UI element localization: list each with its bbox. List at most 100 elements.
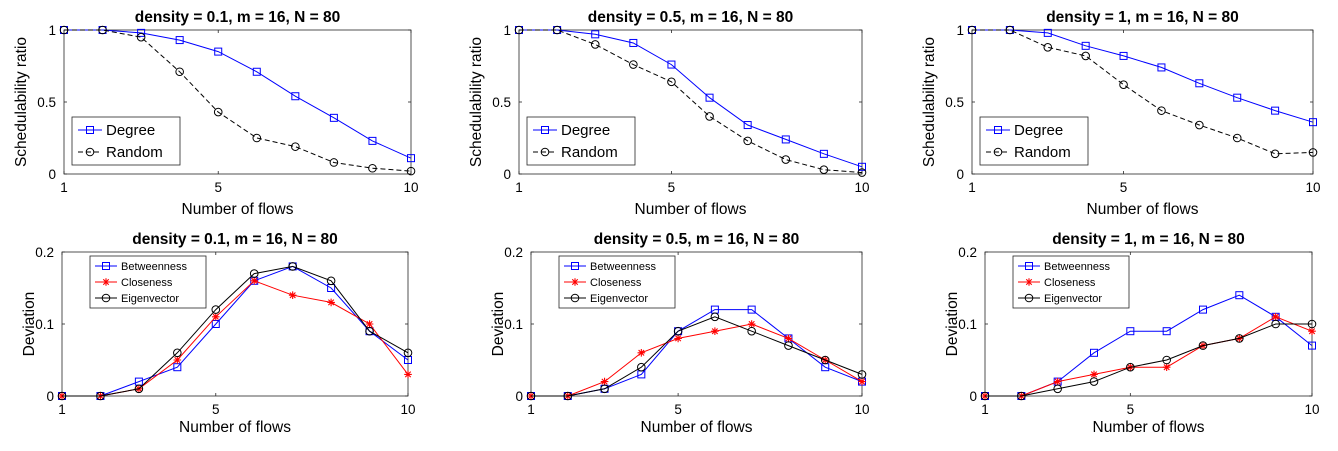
data-point bbox=[213, 107, 223, 117]
data-point bbox=[1090, 370, 1098, 379]
data-point bbox=[406, 166, 416, 176]
legend-label: Random bbox=[1014, 144, 1071, 161]
x-tick-label: 10 bbox=[1304, 402, 1319, 417]
chart-6: density = 1, m = 16, N = 80 1 5 10 0 0.1 0.2 Nu… bbox=[944, 231, 1320, 436]
series-line bbox=[972, 29, 1314, 123]
data-point bbox=[1271, 313, 1280, 321]
data-point bbox=[1232, 133, 1242, 143]
legend-label: Closeness bbox=[1044, 277, 1096, 289]
data-point bbox=[1271, 106, 1280, 115]
chart-1: density = 0.1, m = 16, N = 80 1 5 10 0 0.5 1 Nu… bbox=[13, 9, 419, 218]
series-line bbox=[985, 316, 1313, 397]
x-tick-label: 10 bbox=[854, 180, 869, 195]
data-point bbox=[705, 93, 714, 102]
y-tick-label: 0.1 bbox=[504, 317, 523, 332]
legend: Degree Random bbox=[979, 116, 1089, 166]
data-point bbox=[667, 60, 676, 69]
y-tick-label: 0.1 bbox=[958, 317, 977, 332]
legend: Degree Random bbox=[71, 116, 181, 166]
chart-title: density = 0.1, m = 16, N = 80 bbox=[135, 9, 341, 26]
x-tick-label: 1 bbox=[58, 402, 66, 417]
data-point bbox=[637, 362, 646, 372]
data-point bbox=[819, 165, 829, 174]
series-degree bbox=[515, 26, 866, 171]
data-point bbox=[252, 67, 261, 76]
legend-marker bbox=[571, 278, 579, 286]
series-line bbox=[62, 265, 409, 397]
data-point bbox=[288, 291, 297, 299]
data-point bbox=[747, 320, 756, 328]
data-point bbox=[600, 377, 609, 386]
data-point bbox=[629, 60, 638, 69]
x-tick-label: 10 bbox=[1305, 180, 1320, 195]
legend-label: Eigenvector bbox=[1044, 293, 1102, 305]
legend-marker bbox=[994, 126, 1002, 134]
series-random bbox=[967, 25, 1318, 159]
data-point bbox=[1005, 25, 1015, 35]
series-line bbox=[64, 29, 412, 172]
chart-title: density = 0.5, m = 16, N = 80 bbox=[594, 231, 800, 248]
x-axis-label: Number of flows bbox=[635, 201, 747, 218]
data-point bbox=[134, 384, 144, 394]
data-point bbox=[173, 348, 182, 358]
data-point bbox=[1126, 327, 1135, 336]
legend-marker bbox=[993, 147, 1003, 157]
data-point bbox=[1157, 106, 1166, 115]
legend-label: Eigenvector bbox=[590, 293, 648, 305]
legend-label: Betweenness bbox=[1044, 261, 1111, 273]
data-point bbox=[136, 32, 146, 42]
legend-label: Degree bbox=[1014, 122, 1063, 139]
data-point bbox=[407, 154, 415, 163]
data-point bbox=[1017, 391, 1026, 401]
legend-label: Closeness bbox=[121, 277, 173, 289]
data-point bbox=[1090, 348, 1098, 357]
data-point bbox=[249, 269, 259, 278]
data-point bbox=[781, 135, 790, 144]
legend-marker bbox=[541, 126, 549, 134]
data-point bbox=[404, 370, 412, 379]
chart-title: density = 1, m = 16, N = 80 bbox=[1052, 231, 1245, 248]
legend-marker bbox=[86, 126, 94, 134]
data-point bbox=[600, 384, 609, 394]
data-point bbox=[98, 25, 107, 35]
y-tick-label: 0 bbox=[956, 167, 964, 182]
data-point bbox=[211, 313, 220, 321]
series-line bbox=[985, 323, 1312, 397]
data-point bbox=[784, 341, 793, 350]
legend-marker bbox=[540, 147, 550, 157]
legend: Betweenness Closeness Eigenvector bbox=[558, 255, 676, 309]
data-point bbox=[252, 133, 262, 143]
data-point bbox=[175, 36, 184, 45]
series-line bbox=[519, 29, 863, 168]
series-closeness bbox=[981, 313, 1316, 400]
legend-marker bbox=[102, 262, 110, 270]
data-point bbox=[403, 348, 413, 358]
data-point bbox=[514, 25, 524, 35]
series-closeness bbox=[527, 320, 866, 400]
series-random bbox=[514, 25, 867, 177]
y-axis-label: Deviation bbox=[944, 292, 961, 357]
data-point bbox=[1157, 63, 1166, 72]
data-point bbox=[563, 391, 573, 401]
x-tick-label: 10 bbox=[403, 180, 418, 195]
data-point bbox=[1233, 93, 1242, 102]
legend-label: Eigenvector bbox=[121, 293, 179, 305]
y-tick-label: 0 bbox=[515, 389, 523, 404]
series-eigenvector bbox=[57, 262, 413, 401]
legend-box bbox=[979, 116, 1089, 166]
legend-label: Betweenness bbox=[590, 261, 657, 273]
data-point bbox=[1162, 363, 1171, 371]
x-tick-label: 1 bbox=[515, 180, 523, 195]
series-betweenness bbox=[527, 305, 866, 400]
y-tick-label: 1 bbox=[503, 23, 511, 38]
data-point bbox=[173, 356, 182, 364]
y-tick-label: 0.5 bbox=[492, 95, 511, 110]
series-line bbox=[62, 265, 409, 397]
data-point bbox=[629, 38, 638, 47]
x-tick-label: 5 bbox=[674, 402, 682, 417]
x-axis-label: Number of flows bbox=[179, 419, 291, 436]
data-point bbox=[1081, 41, 1090, 50]
series-degree bbox=[968, 26, 1317, 127]
y-axis-label: Deviation bbox=[21, 292, 38, 357]
